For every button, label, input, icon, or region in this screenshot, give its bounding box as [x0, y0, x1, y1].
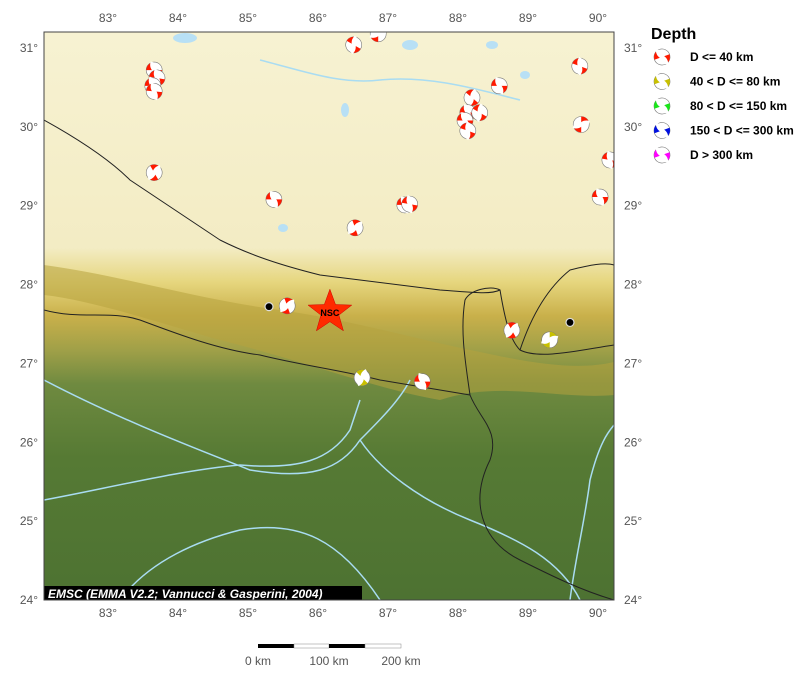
focal-mechanism-beachball[interactable]: [501, 319, 523, 341]
focal-mechanisms: [143, 26, 614, 391]
lat-tick-label: 25°: [624, 514, 642, 528]
focal-mechanism-beachball[interactable]: [413, 373, 431, 391]
map-area[interactable]: NSC EMSC (EMMA V2.2; Vannucci & Gasperin…: [44, 26, 619, 603]
legend-title: Depth: [651, 26, 696, 43]
lat-tick-label: 29°: [624, 199, 642, 213]
lon-tick-label: 88°: [449, 11, 467, 25]
lat-tick-label: 25°: [20, 514, 38, 528]
borders: [44, 119, 614, 600]
lon-tick-label: 85°: [239, 11, 257, 25]
scale-label-100: 100 km: [309, 654, 348, 668]
lat-tick-label: 29°: [20, 199, 38, 213]
legend-beachball-icon[interactable]: [652, 120, 673, 141]
scale-label-0: 0 km: [245, 654, 271, 668]
lon-tick-label: 90°: [589, 11, 607, 25]
lon-tick-label: 87°: [379, 11, 397, 25]
lon-tick-label: 83°: [99, 11, 117, 25]
stations: [264, 302, 575, 328]
scale-label-200: 200 km: [381, 654, 420, 668]
legend-beachball-icon[interactable]: [652, 71, 673, 92]
lon-tick-label: 89°: [519, 606, 537, 620]
scale-bar: 0 km 100 km 200 km: [245, 643, 421, 668]
legend-item-label: 150 < D <= 300 km: [690, 124, 794, 138]
focal-mechanism-beachball[interactable]: [570, 56, 591, 77]
focal-mechanism-beachball[interactable]: [572, 116, 590, 133]
lat-tick-label: 24°: [20, 593, 38, 607]
lon-tick-label: 86°: [309, 606, 327, 620]
credit-box: [44, 586, 362, 600]
focal-mechanism-beachball[interactable]: [591, 188, 609, 206]
station-marker[interactable]: [565, 317, 575, 328]
focal-mechanism-beachball[interactable]: [351, 366, 374, 389]
focal-mechanism-beachball[interactable]: [369, 26, 387, 43]
credit-text: EMSC (EMMA V2.2; Vannucci & Gasperini, 2…: [48, 587, 323, 601]
focal-mechanism-beachball[interactable]: [541, 331, 559, 349]
focal-mechanism-beachball[interactable]: [265, 190, 283, 208]
lon-tick-label: 85°: [239, 606, 257, 620]
lon-tick-label: 88°: [449, 606, 467, 620]
lat-tick-label: 28°: [20, 278, 38, 292]
lat-tick-label: 26°: [20, 435, 38, 449]
station-marker[interactable]: [264, 302, 274, 312]
focal-mechanism-beachball[interactable]: [345, 218, 366, 239]
lon-tick-label: 89°: [519, 11, 537, 25]
map-frame: [43, 31, 615, 601]
legend-item-label: D <= 40 km: [690, 50, 753, 64]
focal-mechanism-beachball[interactable]: [458, 121, 479, 142]
focal-mechanism-beachball[interactable]: [469, 102, 491, 124]
lat-tick-label: 30°: [20, 120, 38, 134]
lakes: [173, 33, 530, 232]
legend-beachball-icon[interactable]: [652, 145, 673, 166]
epicenter-label: NSC: [320, 308, 340, 318]
rivers: [44, 59, 614, 600]
lon-tick-label: 86°: [309, 11, 327, 25]
lon-tick-label: 84°: [169, 606, 187, 620]
focal-mechanism-beachball[interactable]: [400, 195, 419, 214]
lon-tick-label: 87°: [379, 606, 397, 620]
legend: Depth D <= 40 km 40 < D <= 80 km 80 < D <=…: [651, 26, 794, 166]
lat-tick-label: 30°: [624, 120, 642, 134]
lat-tick-label: 27°: [20, 356, 38, 370]
himalaya-foothills: [44, 265, 614, 400]
focal-mechanism-beachball[interactable]: [343, 34, 365, 56]
star-icon: [307, 288, 353, 332]
legend-item-label: 40 < D <= 80 km: [690, 75, 780, 89]
lon-tick-label: 90°: [589, 606, 607, 620]
focal-mechanism-beachball[interactable]: [143, 162, 165, 184]
lon-tick-label: 83°: [99, 606, 117, 620]
legend-beachball-icon[interactable]: [652, 47, 673, 68]
lat-tick-label: 24°: [624, 593, 642, 607]
lat-tick-label: 31°: [20, 41, 38, 55]
lat-tick-label: 26°: [624, 435, 642, 449]
lon-tick-label: 84°: [169, 11, 187, 25]
graticule-labels: 83° 83° 84° 84° 85° 85° 86° 86° 87° 87° 88° 88° 89° 8…: [20, 11, 643, 620]
focal-mechanism-beachball[interactable]: [145, 82, 163, 101]
lat-tick-label: 27°: [624, 356, 642, 370]
lat-tick-label: 31°: [624, 41, 642, 55]
legend-item-label: 80 < D <= 150 km: [690, 99, 787, 113]
legend-beachball-icon[interactable]: [652, 96, 673, 117]
epicenter-star[interactable]: NSC: [307, 288, 353, 332]
focal-mechanism-beachball[interactable]: [461, 86, 484, 109]
lat-tick-label: 28°: [624, 278, 642, 292]
legend-item-label: D > 300 km: [690, 148, 753, 162]
focal-mechanism-beachball[interactable]: [277, 296, 298, 317]
focal-mechanism-beachball[interactable]: [490, 77, 508, 95]
